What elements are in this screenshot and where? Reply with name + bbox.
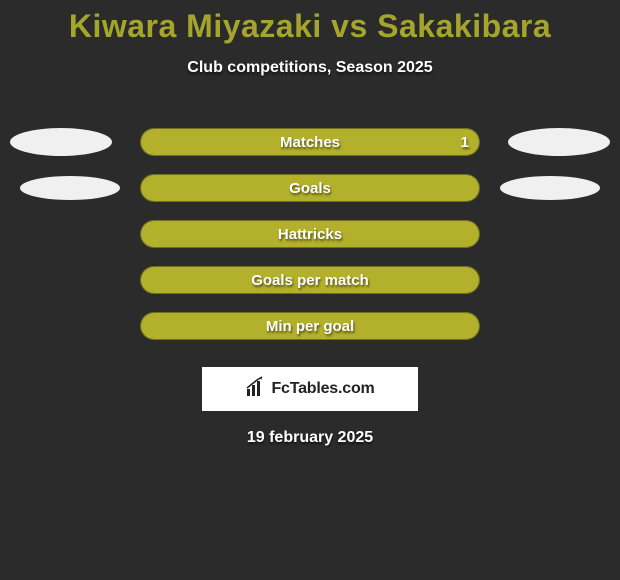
stat-bar-fill [141, 129, 479, 155]
stat-bar: Min per goal [140, 312, 480, 340]
stat-row: Min per goal [0, 303, 620, 349]
date-label: 19 february 2025 [0, 429, 620, 447]
comparison-chart: Matches1 Goals Hattricks Goals per match Min… [0, 119, 620, 349]
player-left-pill [20, 176, 120, 200]
stat-bar-fill [141, 221, 479, 247]
stat-row: Goals per match [0, 257, 620, 303]
stat-row: Matches1 [0, 119, 620, 165]
brand-text: FcTables.com [271, 380, 374, 398]
stat-bar: Goals per match [140, 266, 480, 294]
player-left-pill [10, 128, 112, 156]
brand-chart-icon [245, 376, 267, 403]
stat-row: Hattricks [0, 211, 620, 257]
stat-row: Goals [0, 165, 620, 211]
brand-badge: FcTables.com [202, 367, 418, 411]
stat-bar-fill [141, 267, 479, 293]
stat-bar: Goals [140, 174, 480, 202]
page-title: Kiwara Miyazaki vs Sakakibara [0, 0, 620, 45]
stat-bar: Hattricks [140, 220, 480, 248]
player-right-pill [508, 128, 610, 156]
stat-bar-fill [141, 313, 479, 339]
player-right-pill [500, 176, 600, 200]
page-subtitle: Club competitions, Season 2025 [0, 59, 620, 77]
stat-bar: Matches1 [140, 128, 480, 156]
stat-bar-fill [141, 175, 479, 201]
